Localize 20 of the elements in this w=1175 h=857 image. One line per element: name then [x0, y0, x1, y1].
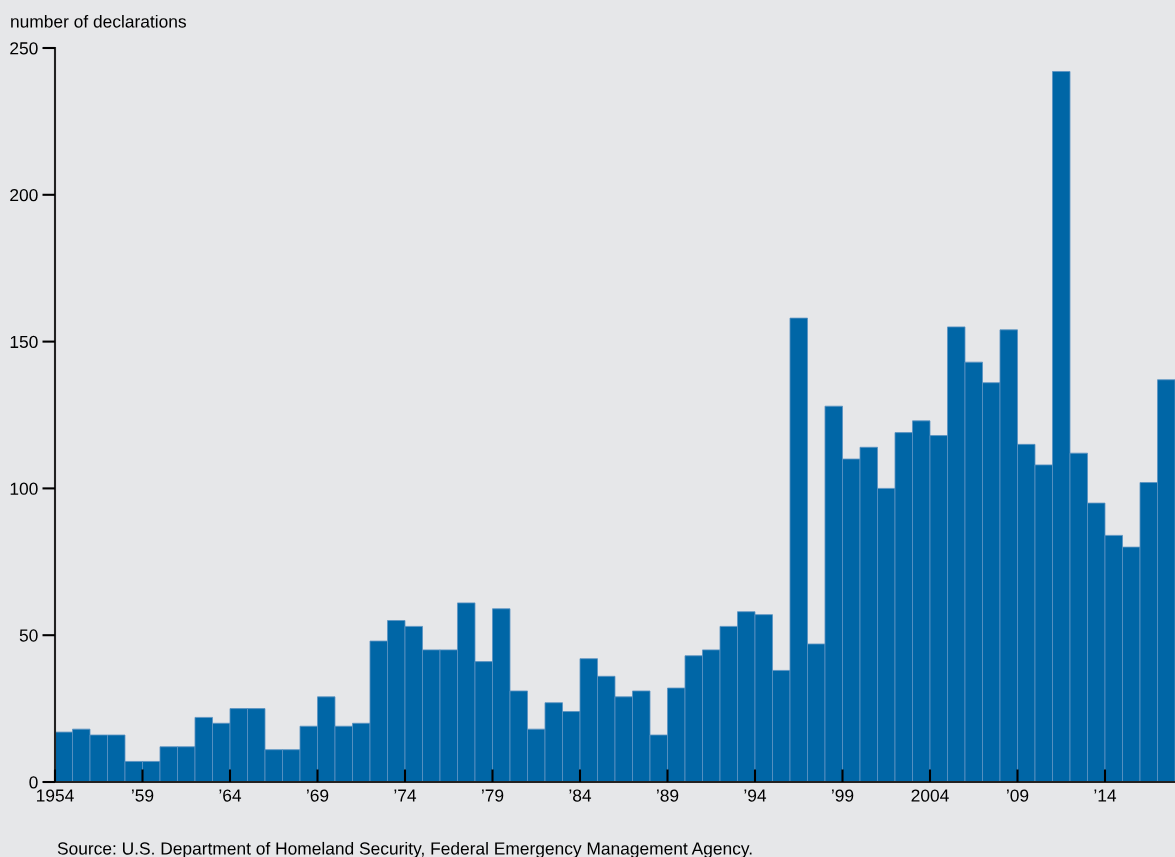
y-tick-label: 50 [19, 629, 38, 642]
y-tick-label: 250 [10, 42, 38, 55]
x-tick-label: ’59 [131, 789, 154, 802]
x-tick-label: ’69 [306, 789, 329, 802]
x-tick-label: ’79 [481, 789, 504, 802]
y-tick-label: 200 [10, 188, 38, 202]
x-tick-label: ’94 [744, 789, 767, 802]
y-tick-label: 150 [10, 335, 38, 349]
x-tick-label: ’64 [219, 789, 242, 802]
x-tick-label: ’99 [831, 789, 854, 802]
x-tick-label: ’84 [569, 789, 592, 802]
x-tick-label: 2004 [911, 789, 949, 802]
x-tick-label: ’74 [394, 789, 417, 802]
x-tick-label: ’14 [1094, 789, 1117, 802]
y-tick-label: 0 [29, 776, 38, 789]
y-axis-title: number of declarations [11, 14, 186, 28]
y-tick-label: 100 [10, 482, 38, 495]
x-tick-label: ’09 [1006, 789, 1029, 802]
x-tick-label: ’89 [656, 789, 679, 802]
x-tick-label: 1954 [37, 789, 74, 802]
